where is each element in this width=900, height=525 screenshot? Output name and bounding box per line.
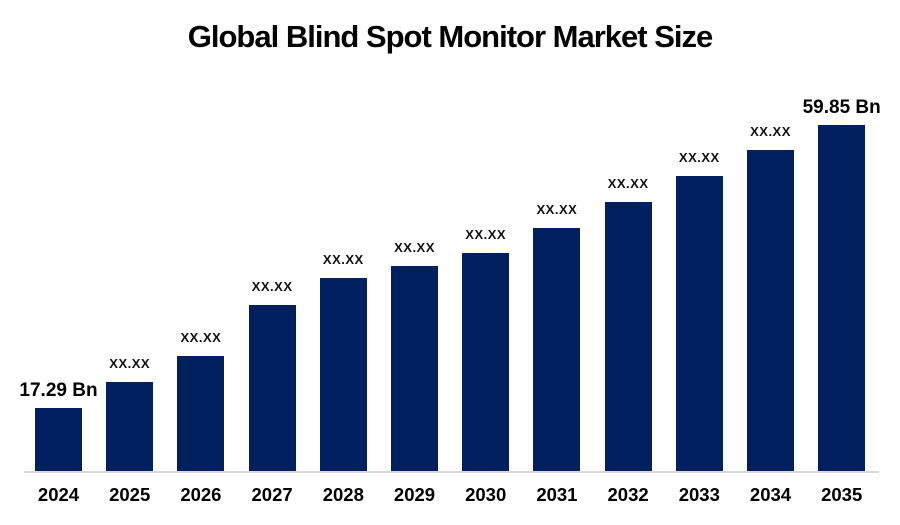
x-axis-tick-label: 2034: [749, 484, 792, 505]
bar: [747, 150, 794, 471]
bar: [604, 202, 652, 471]
bar-group: XX.XX 2027: [248, 0, 296, 525]
bar-value-label: XX.XX: [607, 176, 649, 191]
x-axis-line: [24, 471, 879, 473]
bar-group: XX.XX 2025: [106, 0, 154, 525]
bar: [35, 408, 82, 471]
bar-value-label: XX.XX: [322, 252, 364, 267]
bar: [319, 278, 367, 471]
x-axis-tick-label: 2028: [322, 484, 364, 505]
bar-group: XX.XX 2029: [391, 0, 438, 525]
x-axis-tick-label: 2025: [109, 484, 151, 505]
x-axis-tick-label: 2024: [37, 484, 80, 505]
bar-value-label: 59.85 Bn: [802, 97, 881, 118]
bar-value-label: 17.29 Bn: [19, 380, 98, 401]
x-axis-tick-label: 2026: [180, 484, 222, 505]
x-axis-tick-label: 2032: [607, 484, 649, 505]
bar: [106, 382, 154, 471]
x-axis-tick-label: 2031: [536, 484, 578, 505]
bar-group: XX.XX 2031: [533, 0, 581, 525]
bar-group: XX.XX 2034: [747, 0, 794, 525]
bar-group: XX.XX 2026: [177, 0, 225, 525]
x-axis-tick-label: 2035: [821, 484, 863, 505]
bar: [675, 176, 723, 471]
bar-value-label: XX.XX: [180, 330, 222, 345]
x-axis-tick-label: 2029: [393, 484, 436, 505]
bar-group: XX.XX 2030: [462, 0, 510, 525]
bar-value-label: XX.XX: [251, 279, 293, 294]
bar-group: XX.XX 2028: [319, 0, 367, 525]
bar: [818, 125, 866, 471]
bar: [533, 228, 581, 471]
bar-group: XX.XX 2032: [604, 0, 652, 525]
bar-value-label: XX.XX: [394, 240, 435, 255]
bar: [462, 253, 510, 471]
x-axis-tick-label: 2033: [678, 484, 720, 505]
bar-group: 59.85 Bn 2035: [803, 0, 881, 525]
bar-value-label: XX.XX: [465, 227, 507, 242]
chart-title: Global Blind Spot Monitor Market Size: [187, 19, 713, 54]
bar: [177, 356, 225, 471]
bar-value-label: XX.XX: [109, 356, 151, 371]
x-axis-tick-label: 2027: [251, 484, 293, 505]
x-axis-tick-label: 2030: [465, 484, 507, 505]
bar: [391, 266, 438, 471]
bar-group: XX.XX 2033: [675, 0, 723, 525]
bar-group: 17.29 Bn 2024: [19, 0, 97, 525]
bar-value-label: XX.XX: [678, 150, 720, 165]
bar: [248, 305, 296, 471]
bar-value-label: XX.XX: [750, 124, 791, 139]
bar-value-label: XX.XX: [536, 202, 578, 217]
